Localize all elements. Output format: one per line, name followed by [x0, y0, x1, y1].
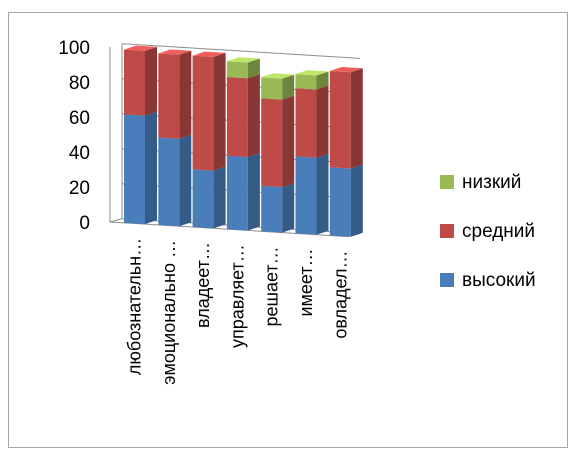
legend-swatch	[440, 175, 454, 189]
y-axis-ticks: 0 20 40 60 80 100	[58, 38, 90, 234]
x-category-label: владеет…	[193, 242, 213, 328]
bar-segment	[329, 167, 351, 237]
bar-segment	[295, 74, 317, 90]
y-tick-label: 20	[69, 178, 90, 199]
bar-top	[261, 73, 295, 79]
bar-segment	[158, 53, 180, 139]
bar-segment-side	[145, 111, 157, 225]
bar-segment-side	[282, 183, 295, 233]
bar-segment	[226, 155, 248, 231]
bar-segment-side	[350, 164, 363, 237]
gridline	[121, 43, 361, 59]
bar-segment	[124, 49, 145, 116]
bar-segment-side	[213, 166, 226, 229]
bars	[124, 45, 363, 237]
x-category-label: имеет…	[296, 248, 316, 316]
y-tick-label: 0	[79, 213, 90, 234]
bar-segment	[261, 185, 283, 233]
x-category-label: управляет…	[227, 244, 247, 348]
legend-label: низкий	[462, 172, 521, 193]
x-category-label: эмоционально …	[159, 240, 179, 385]
x-category-label: любознательн…	[125, 238, 145, 375]
bar-segment-side	[213, 52, 226, 171]
bar-segment	[226, 76, 248, 157]
bar-segment	[261, 77, 283, 100]
legend-label: средний	[462, 221, 535, 242]
x-category-label: овладел…	[330, 251, 350, 339]
y-tick-label: 80	[69, 73, 90, 94]
bar-segment	[261, 98, 283, 188]
bar-segment	[158, 137, 180, 227]
bar-top	[226, 57, 260, 63]
bar-segment-side	[350, 68, 363, 169]
bar-segment-side	[316, 85, 329, 158]
bar-segment-side	[316, 71, 329, 90]
y-tick-label: 100	[58, 38, 90, 59]
legend-swatch	[440, 224, 454, 238]
legend: низкий средний высокий	[440, 172, 536, 291]
bar-segment-side	[179, 134, 192, 227]
bar-top	[192, 51, 226, 57]
x-category-label: решает…	[262, 246, 282, 326]
y-tick-label: 40	[69, 143, 90, 164]
bar-segment	[226, 61, 248, 79]
bar-segment	[192, 169, 214, 229]
floor-edge-left	[109, 218, 123, 223]
y-tick-label: 60	[69, 108, 90, 129]
bar-segment	[295, 156, 317, 235]
bar-segment	[124, 114, 145, 225]
bar-segment	[192, 55, 214, 171]
bar-segment-side	[282, 95, 295, 188]
bar-segment	[329, 71, 351, 169]
legend-swatch	[440, 273, 454, 287]
legend-label: высокий	[462, 270, 536, 291]
bar-segment-side	[316, 153, 329, 235]
bar-top	[329, 67, 363, 73]
bar-top	[158, 49, 192, 55]
bar-segment-side	[247, 58, 260, 79]
bar-segment-side	[282, 74, 295, 100]
bar-segment	[295, 88, 317, 158]
bar-segment-side	[247, 152, 260, 231]
bar-segment-side	[179, 50, 192, 139]
x-axis-categories: любознательн… эмоционально … владеет… управ…	[125, 238, 351, 385]
bar-top	[295, 70, 329, 76]
bar-segment-side	[145, 46, 157, 116]
bar-top	[124, 45, 157, 51]
bar-segment-side	[247, 74, 260, 157]
